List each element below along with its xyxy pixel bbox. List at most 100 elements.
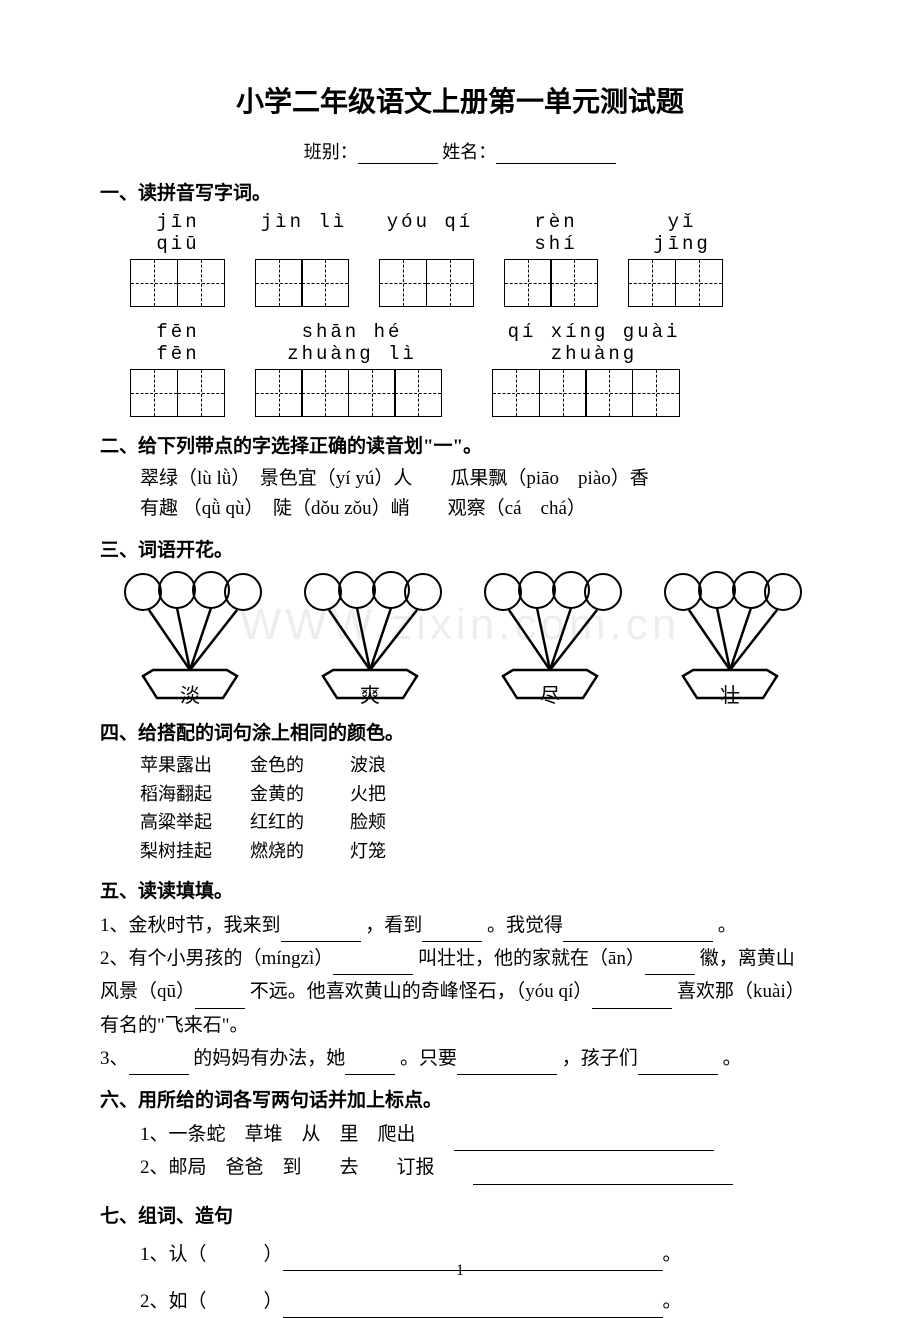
s5-q2: 2、有个小男孩的（míngzì） 叫壮壮，他的家就在（ān） 徽，离黄山 [100,942,820,975]
fill-blank[interactable] [422,923,482,942]
fill-blank[interactable] [129,1056,189,1075]
flower-item: 淡 [115,570,265,708]
tianzi-cell[interactable] [177,369,225,417]
flower-item: 爽 [295,570,445,708]
tianzi-group [130,369,225,417]
pinyin-row-2: fēn fēn shān hé zhuàng lì qí xíng guài z… [130,321,820,365]
tianzi-cell[interactable] [348,369,396,417]
tianzi-group [628,259,723,307]
tianzi-cell[interactable] [379,259,427,307]
tianzi-cell[interactable] [585,369,633,417]
q-text: 的妈妈有办法，她 [193,1048,345,1069]
tianzi-cell[interactable] [675,259,723,307]
match-row: 高粱举起 红红的 脸颊 [140,808,820,837]
tianzi-cell[interactable] [550,259,598,307]
fill-blank[interactable] [283,1252,663,1271]
fill-blank[interactable] [195,990,245,1009]
s5-q1: 1、金秋时节，我来到 ，看到 。我觉得 。 [100,909,820,942]
fill-blank[interactable] [645,956,695,975]
q-text: ，看到 [365,915,422,936]
q-text: 。我觉得 [487,915,563,936]
s5-q2b: 风景（qū） 不远。他喜欢黄山的奇峰怪石，（yóu qí） 喜欢那（kuài） [100,975,820,1008]
q-text: 徽，离黄山 [700,948,795,969]
match-cell: 燃烧的 [250,837,350,866]
s7-q2: 2、如（ ）。 [140,1285,820,1318]
section-2-heading: 二、给下列带点的字选择正确的读音划"一"。 [100,431,820,458]
fill-blank[interactable] [638,1056,718,1075]
tianzi-cell[interactable] [504,259,552,307]
flower-label: 淡 [115,679,265,708]
tianzi-cell[interactable] [301,259,349,307]
tianzi-cell[interactable] [426,259,474,307]
tianzi-cell[interactable] [301,369,349,417]
pinyin-group: yǐ jīng [634,211,730,255]
page-title: 小学二年级语文上册第一单元测试题 [100,80,820,120]
match-cell: 梨树挂起 [140,837,250,866]
match-cell: 灯笼 [350,837,430,866]
fill-blank[interactable] [333,956,413,975]
class-label: 班别： [304,142,358,162]
pinyin-group: fēn fēn [130,321,226,365]
match-cell: 高粱举起 [140,808,250,837]
match-cell: 金黄的 [250,780,350,809]
tianzi-cell[interactable] [632,369,680,417]
q-text: 风景（qū） [100,981,195,1002]
period: 。 [663,1244,682,1265]
match-cell: 金色的 [250,751,350,780]
tianzi-cell[interactable] [255,259,303,307]
flower-label: 尽 [475,679,625,708]
s5-q3: 3、 的妈妈有办法，她 。只要 ，孩子们 。 [100,1042,820,1075]
tianzi-cell[interactable] [177,259,225,307]
q-text: 2、有个小男孩的（míngzì） [100,948,333,969]
q-text: 叫壮壮，他的家就在（ān） [418,948,645,969]
tianzi-group [504,259,599,307]
pinyin-row-1: jīn qiū jìn lì yóu qí rèn shí yǐ jīng [130,211,820,255]
s6-q1: 1、一条蛇 草堆 从 里 爬出 [140,1118,820,1151]
pinyin-group: rèn shí [508,211,604,255]
tianzi-cell[interactable] [130,259,178,307]
q-text: 喜欢那（kuài） [677,981,805,1002]
q-text: 有名的"飞来石"。 [100,1015,249,1036]
tianzi-cell[interactable] [130,369,178,417]
s7-q1: 1、认（ ） 。 [140,1238,820,1271]
q-text: 不远。他喜欢黄山的奇峰怪石，（yóu qí） [250,981,593,1002]
flower-label: 壮 [655,679,805,708]
q-text: 。 [718,915,737,936]
match-cell: 脸颊 [350,808,430,837]
tianzi-cell[interactable] [539,369,587,417]
fill-blank[interactable] [592,990,672,1009]
q-text: 1、金秋时节，我来到 [100,915,281,936]
fill-blank[interactable] [281,923,361,942]
pinyin-group: shān hé zhuàng lì [256,321,448,365]
q-text: 1、一条蛇 草堆 从 里 爬出 [140,1124,454,1145]
fill-blank[interactable] [283,1299,663,1318]
class-name-line: 班别： 姓名： [100,138,820,164]
section-3-heading: 三、词语开花。 [100,535,820,562]
q-text: 2、如（ ） [140,1291,283,1312]
match-cell: 苹果露出 [140,751,250,780]
name-blank[interactable] [496,146,616,164]
fill-blank[interactable] [454,1132,714,1151]
fill-blank[interactable] [345,1056,395,1075]
tianzi-row-2 [130,369,820,417]
pinyin-group: jīn qiū [130,211,226,255]
section-1-heading: 一、读拼音写字词。 [100,178,820,205]
s6-q2: 2、邮局 爸爸 到 去 订报 [140,1151,820,1184]
tianzi-cell[interactable] [628,259,676,307]
flower-label: 爽 [295,679,445,708]
section-4-heading: 四、给搭配的词句涂上相同的颜色。 [100,718,820,745]
q-text: 1、认（ ） [140,1244,283,1265]
class-blank[interactable] [358,146,438,164]
match-cell: 火把 [350,780,430,809]
fill-blank[interactable] [563,923,713,942]
fill-blank[interactable] [457,1056,557,1075]
section-5-heading: 五、读读填填。 [100,876,820,903]
tianzi-cell[interactable] [394,369,442,417]
tianzi-cell[interactable] [255,369,303,417]
q-text: 。 [723,1048,742,1069]
q-text: 2、邮局 爸爸 到 去 订报 [140,1157,473,1178]
fill-blank[interactable] [473,1166,733,1185]
name-label: 姓名： [442,142,496,162]
s2-line1: 翠绿（lù lǜ） 景色宜（yí yú）人 瓜果飘（piāo piào）香 [140,464,820,494]
tianzi-cell[interactable] [492,369,540,417]
